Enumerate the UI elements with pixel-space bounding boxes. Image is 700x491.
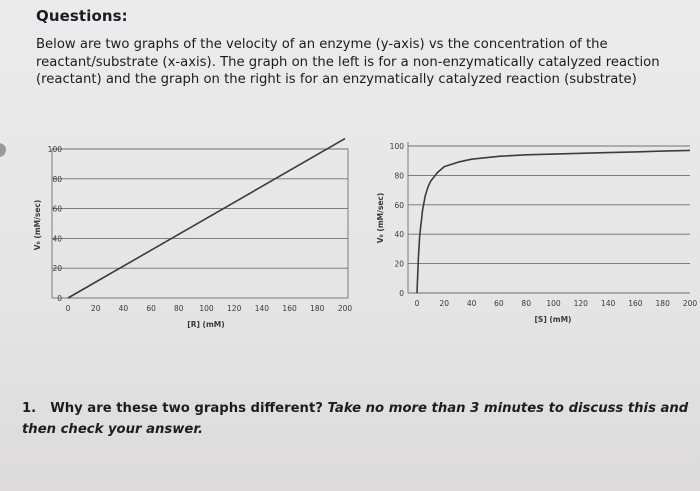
y-tick-label: 100 [48,145,63,154]
x-tick-label: 0 [415,299,420,308]
x-tick-label: 140 [255,304,270,313]
y-tick-label: 100 [390,142,405,151]
x-tick-label: 0 [66,304,71,313]
x-tick-label: 80 [521,299,531,308]
x-tick-label: 60 [146,304,156,313]
x-tick-label: 160 [628,299,643,308]
x-axis-title: [S] (mM) [534,315,571,324]
y-tick-label: 60 [52,205,62,214]
x-tick-label: 20 [91,304,101,313]
x-tick-label: 200 [683,299,698,308]
y-tick-label: 80 [394,171,404,180]
binder-hole [0,143,6,157]
x-tick-label: 160 [282,304,297,313]
y-tick-label: 40 [52,234,62,243]
y-axis-title: V₀ (mM/sec) [376,193,385,244]
x-tick-label: 80 [174,304,184,313]
x-tick-label: 40 [119,304,129,313]
x-tick-label: 40 [467,299,477,308]
series-line [67,137,346,299]
x-axis-title: [R] (mM) [187,320,224,329]
x-tick-label: 180 [656,299,671,308]
x-tick-label: 100 [199,304,214,313]
x-tick-label: 60 [494,299,504,308]
y-tick-label: 20 [394,260,404,269]
x-tick-label: 100 [546,299,561,308]
y-tick-label: 20 [52,264,62,273]
question-number: 1. [22,401,37,416]
page-title: Questions: [36,7,128,25]
series-line [416,149,691,294]
x-tick-label: 140 [601,299,616,308]
y-axis-title: V₀ (mM/sec) [33,200,42,251]
intro-paragraph: Below are two graphs of the velocity of … [36,37,660,87]
question-1: 1. Why are these two graphs different? Ta… [22,398,697,440]
question-emphasis: Take no more than 3 minutes to discuss t… [22,401,689,437]
chart-left-reactant: 0 20 40 60 80 100 0 20 40 60 80 100 120 140 160 180 200 [… [33,137,353,329]
y-tick-label: 0 [57,294,62,303]
chart-right-substrate: 0 20 40 60 80 100 0 20 40 60 80 100 120 140 160 180 200 [… [376,142,697,324]
x-tick-label: 120 [227,304,242,313]
y-tick-label: 40 [394,230,404,239]
x-tick-label: 20 [440,299,450,308]
x-tick-label: 200 [338,304,353,313]
question-text: Why are these two graphs different? [50,401,328,416]
plot-frame [51,148,349,299]
x-tick-label: 120 [574,299,589,308]
x-tick-label: 180 [310,304,325,313]
y-tick-label: 80 [52,175,62,184]
y-tick-label: 60 [394,201,404,210]
y-tick-label: 0 [399,289,404,298]
